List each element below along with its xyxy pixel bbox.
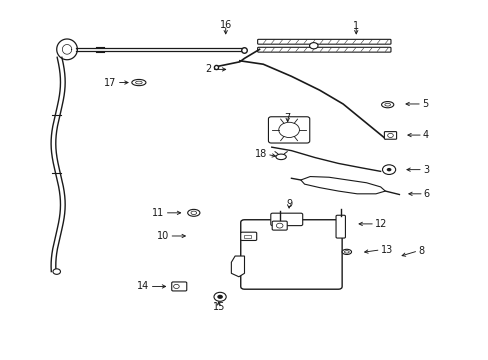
Text: 13: 13 bbox=[380, 245, 392, 255]
Text: 7: 7 bbox=[284, 113, 290, 123]
Ellipse shape bbox=[309, 42, 317, 49]
FancyBboxPatch shape bbox=[244, 235, 250, 238]
Ellipse shape bbox=[342, 249, 351, 255]
Text: 14: 14 bbox=[137, 282, 149, 292]
FancyBboxPatch shape bbox=[272, 221, 286, 230]
Text: 6: 6 bbox=[423, 189, 429, 199]
FancyBboxPatch shape bbox=[257, 39, 390, 44]
Text: 18: 18 bbox=[254, 149, 266, 159]
FancyBboxPatch shape bbox=[384, 132, 396, 139]
FancyBboxPatch shape bbox=[257, 47, 390, 52]
Circle shape bbox=[173, 284, 179, 288]
Ellipse shape bbox=[187, 210, 200, 216]
FancyBboxPatch shape bbox=[268, 117, 309, 143]
Text: 4: 4 bbox=[422, 130, 428, 140]
Circle shape bbox=[217, 295, 223, 299]
Circle shape bbox=[386, 168, 390, 171]
Circle shape bbox=[276, 223, 283, 228]
FancyBboxPatch shape bbox=[270, 213, 302, 226]
Ellipse shape bbox=[191, 211, 196, 215]
Text: 3: 3 bbox=[422, 165, 428, 175]
Text: 5: 5 bbox=[421, 99, 427, 109]
Ellipse shape bbox=[132, 80, 145, 86]
Text: 9: 9 bbox=[285, 199, 291, 209]
Circle shape bbox=[382, 165, 395, 175]
FancyBboxPatch shape bbox=[240, 220, 342, 289]
Ellipse shape bbox=[344, 251, 348, 253]
Circle shape bbox=[278, 122, 299, 138]
Circle shape bbox=[53, 269, 61, 274]
Text: 2: 2 bbox=[205, 64, 211, 75]
FancyBboxPatch shape bbox=[335, 215, 345, 238]
Ellipse shape bbox=[135, 81, 142, 84]
FancyBboxPatch shape bbox=[171, 282, 186, 291]
Text: 1: 1 bbox=[352, 21, 359, 31]
Text: 16: 16 bbox=[219, 20, 231, 30]
Polygon shape bbox=[300, 176, 385, 194]
Text: 17: 17 bbox=[104, 77, 117, 87]
Text: 12: 12 bbox=[374, 219, 386, 229]
Polygon shape bbox=[231, 256, 244, 277]
Text: 8: 8 bbox=[417, 246, 424, 256]
Circle shape bbox=[387, 133, 392, 138]
FancyBboxPatch shape bbox=[240, 232, 256, 240]
Text: 10: 10 bbox=[157, 231, 169, 241]
Ellipse shape bbox=[381, 102, 393, 108]
Ellipse shape bbox=[384, 103, 390, 106]
Text: 11: 11 bbox=[152, 208, 164, 218]
Text: 15: 15 bbox=[212, 302, 224, 312]
Circle shape bbox=[214, 292, 226, 301]
Ellipse shape bbox=[275, 154, 285, 159]
